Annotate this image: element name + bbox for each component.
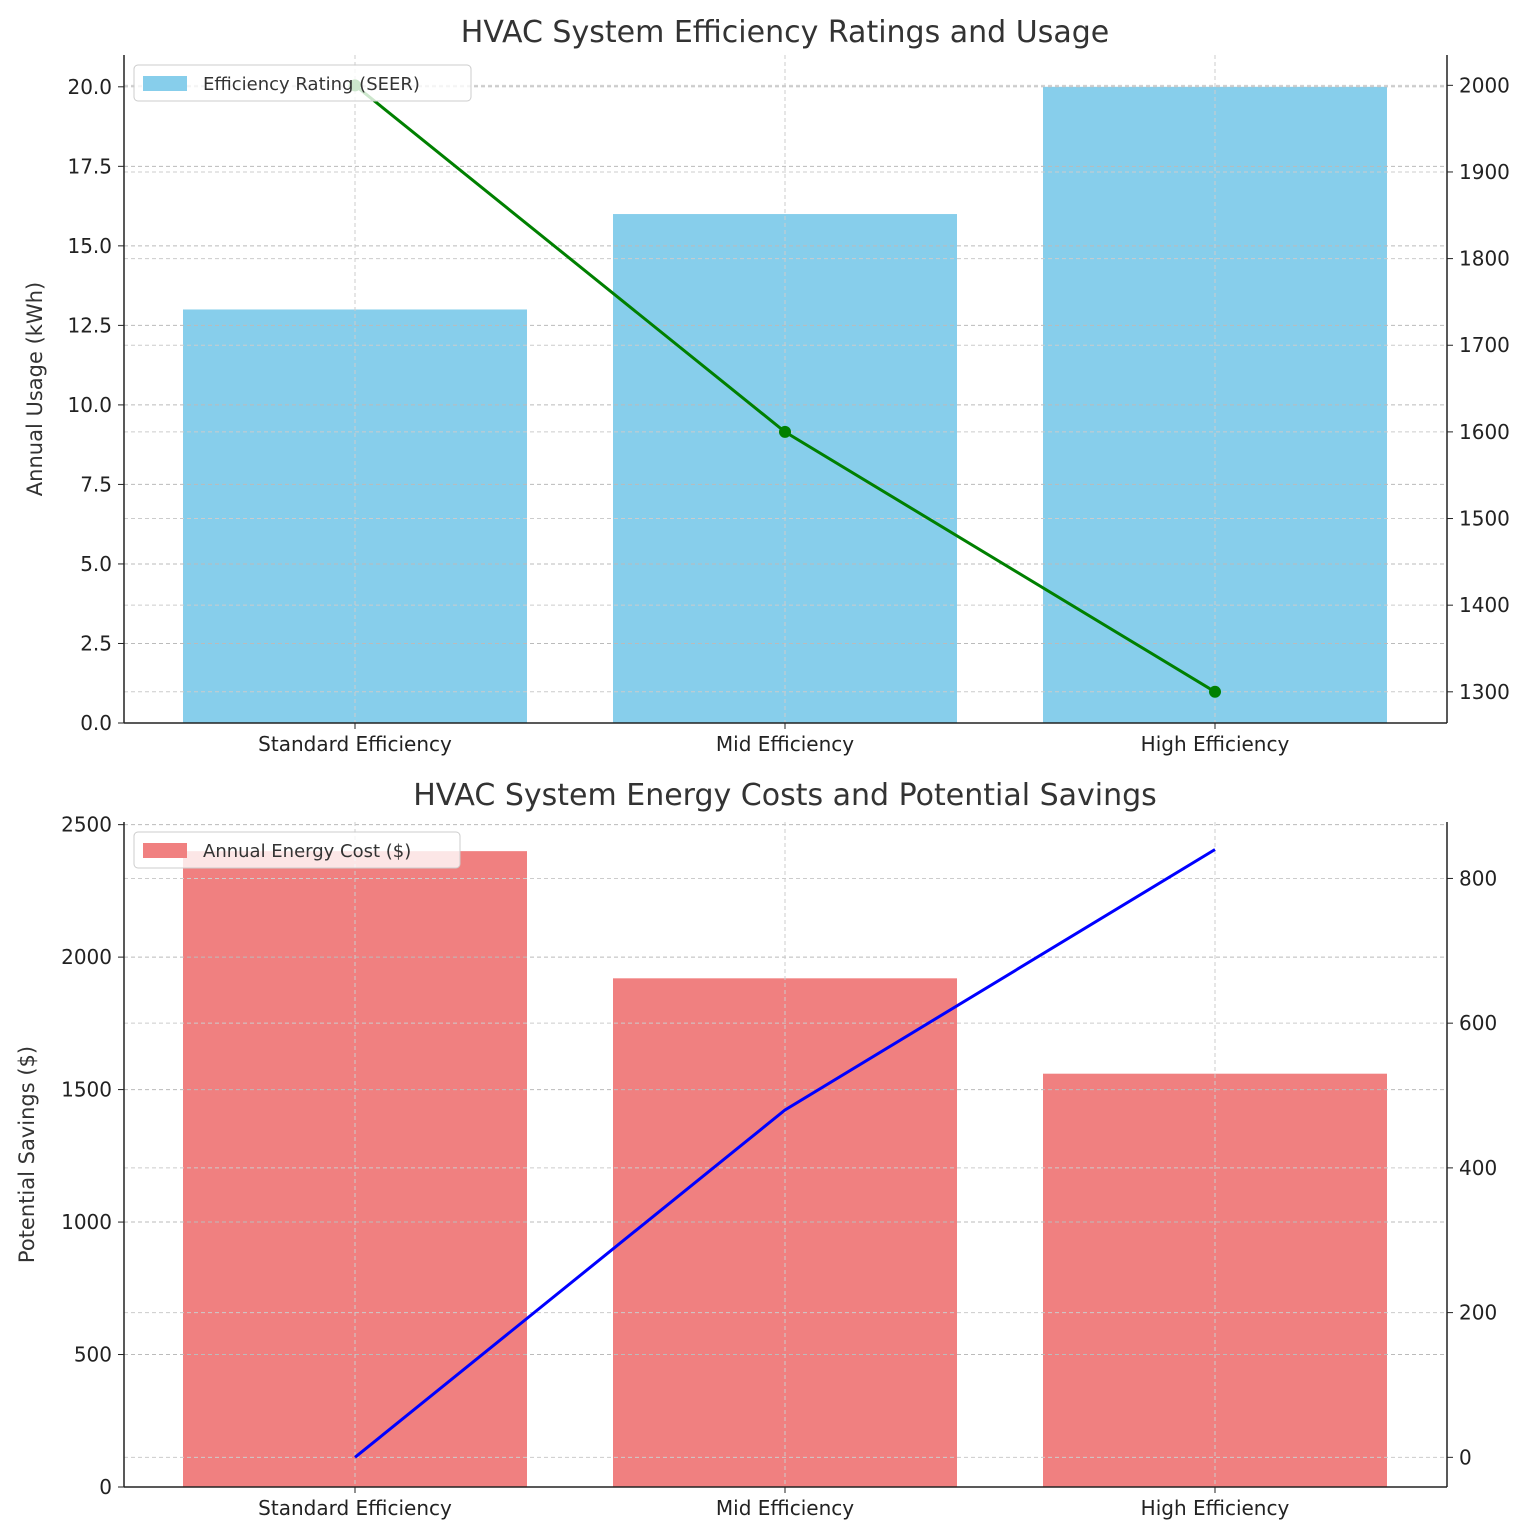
- x-tick-label: Standard Efficiency: [258, 1496, 452, 1520]
- line-marker: [779, 425, 791, 438]
- y-tick-label: 2000: [61, 945, 112, 969]
- legend-box: [133, 831, 461, 869]
- y2-tick-label: 1900: [1459, 160, 1510, 184]
- legend: Efficiency Rating (SEER): [133, 64, 472, 102]
- y2-tick-label: 1800: [1459, 247, 1510, 271]
- legend-swatch: [143, 843, 187, 858]
- y2-tick-label: 600: [1459, 1011, 1497, 1035]
- x-tick-label: Mid Efficiency: [716, 732, 854, 756]
- chart-title: HVAC System Efficiency Ratings and Usage: [461, 15, 1109, 50]
- legend-swatch: [143, 76, 187, 91]
- line-marker: [1209, 685, 1221, 698]
- y-tick-label: 17.5: [67, 154, 112, 178]
- chart-panel-1: 0.0 2.5 5.0 7.5 10.0 12.5 15.0 17.5 20.0 1300 1400…: [23, 15, 1510, 756]
- y-tick-label: 12.5: [67, 313, 112, 337]
- line-series: [354, 848, 1216, 1459]
- y-tick-label: 1500: [61, 1078, 112, 1102]
- legend-box: [133, 64, 472, 102]
- y-tick-label: 0: [99, 1475, 112, 1499]
- y-tick-label: 0.0: [80, 711, 112, 735]
- x-tick-label: High Efficiency: [1141, 732, 1290, 756]
- y2-tick-label: 800: [1459, 866, 1497, 890]
- y-tick-label: 10.0: [67, 393, 112, 417]
- y-tick-label: 2500: [61, 813, 112, 837]
- y-tick-label: 1000: [61, 1210, 112, 1234]
- y2-tick-label: 1600: [1459, 420, 1510, 444]
- legend-label: Annual Energy Cost ($): [203, 841, 411, 862]
- y-tick-label: 15.0: [67, 234, 112, 258]
- chart-panel-2: 0 500 1000 1500 2000 2500 0 200 400 600 800 Standar…: [15, 778, 1497, 1520]
- x-tick-label: High Efficiency: [1141, 1496, 1290, 1520]
- y-tick-label: 2.5: [80, 631, 112, 655]
- y2-tick-label: 2000: [1459, 73, 1510, 97]
- legend: Annual Energy Cost ($): [133, 831, 461, 869]
- y-tick-label: 500: [74, 1343, 112, 1367]
- y2-tick-label: 200: [1459, 1301, 1497, 1325]
- y2-tick-label: 400: [1459, 1156, 1497, 1180]
- y2-tick-label: 0: [1459, 1445, 1472, 1469]
- y2-tick-label: 1400: [1459, 593, 1510, 617]
- y-tick-label: 7.5: [80, 472, 112, 496]
- y2-tick-label: 1300: [1459, 680, 1510, 704]
- y-axis-label: Annual Usage (kWh): [23, 282, 47, 496]
- legend-label: Efficiency Rating (SEER): [203, 74, 420, 95]
- x-tick-label: Standard Efficiency: [258, 732, 452, 756]
- x-tick-label: Mid Efficiency: [716, 1496, 854, 1520]
- y2-tick-label: 1500: [1459, 507, 1510, 531]
- y-axis-label: Potential Savings ($): [15, 1046, 39, 1263]
- y-tick-label: 5.0: [80, 552, 112, 576]
- y2-tick-label: 1700: [1459, 333, 1510, 357]
- y-tick-label: 20.0: [67, 75, 112, 99]
- chart-title: HVAC System Energy Costs and Potential S…: [413, 778, 1157, 813]
